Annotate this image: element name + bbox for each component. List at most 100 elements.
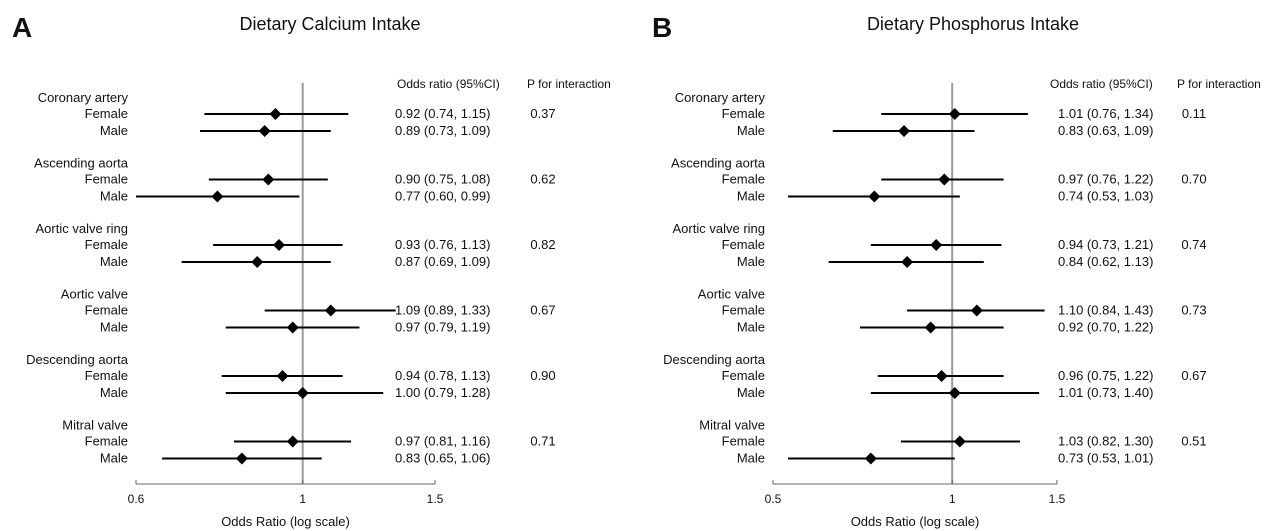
sex-label: Male [737, 451, 765, 466]
odds-ratio-text: 0.97 (0.81, 1.16) [395, 434, 490, 449]
odds-ratio-point [286, 321, 299, 334]
site-label: Ascending aorta [671, 156, 766, 171]
odds-ratio-point [258, 125, 271, 137]
sex-label: Female [722, 434, 765, 449]
odds-ratio-point [251, 256, 264, 268]
site-label: Coronary artery [675, 90, 766, 105]
odds-ratio-point [924, 321, 937, 334]
odds-ratio-point [864, 452, 877, 465]
x-tick-label: 0.6 [128, 492, 145, 506]
p-interaction-value: 0.71 [530, 434, 555, 449]
sex-label: Male [737, 123, 765, 138]
odds-ratio-point [901, 256, 914, 268]
odds-ratio-text: 0.89 (0.73, 1.09) [395, 123, 490, 138]
sex-label: Male [737, 254, 765, 269]
site-label: Descending aorta [26, 352, 129, 367]
p-interaction-value: 0.82 [530, 237, 555, 252]
odds-ratio-point [211, 190, 224, 203]
sex-label: Female [722, 303, 765, 318]
odds-ratio-text: 1.09 (0.89, 1.33) [395, 303, 490, 318]
odds-ratio-text: 1.01 (0.73, 1.40) [1058, 385, 1153, 400]
odds-ratio-point [938, 173, 951, 186]
sex-label: Male [100, 385, 128, 400]
odds-ratio-text: 1.01 (0.76, 1.34) [1058, 106, 1153, 121]
x-tick-label: 1 [949, 492, 956, 506]
sex-label: Male [100, 451, 128, 466]
odds-ratio-point [276, 370, 289, 382]
x-tick-label: 1 [299, 492, 306, 506]
odds-ratio-point [970, 304, 983, 317]
odds-ratio-point [930, 239, 943, 251]
odds-ratio-text: 0.97 (0.76, 1.22) [1058, 172, 1153, 187]
sex-label: Female [722, 237, 765, 252]
odds-ratio-text: 0.87 (0.69, 1.09) [395, 254, 490, 269]
odds-ratio-text: 0.74 (0.53, 1.03) [1058, 189, 1153, 204]
odds-ratio-text: 0.92 (0.70, 1.22) [1058, 320, 1153, 335]
p-interaction-value: 0.70 [1181, 172, 1206, 187]
sex-label: Male [100, 189, 128, 204]
site-label: Aortic valve ring [36, 221, 128, 236]
x-axis-label: Odds Ratio (log scale) [221, 514, 350, 529]
odds-ratio-text: 1.10 (0.84, 1.43) [1058, 303, 1153, 318]
x-tick-label: 1.5 [1049, 492, 1066, 506]
p-interaction-value: 0.67 [1181, 368, 1206, 383]
odds-ratio-point [273, 239, 286, 251]
x-tick-label: 0.5 [765, 492, 782, 506]
sex-label: Female [85, 303, 128, 318]
panel-letter: B [652, 12, 672, 43]
site-label: Mitral valve [699, 418, 765, 433]
odds-ratio-text: 0.83 (0.63, 1.09) [1058, 123, 1153, 138]
odds-ratio-point [898, 125, 911, 137]
site-label: Mitral valve [62, 418, 128, 433]
sex-label: Male [737, 189, 765, 204]
odds-ratio-text: 0.97 (0.79, 1.19) [395, 320, 490, 335]
odds-ratio-point [262, 173, 275, 186]
odds-ratio-text: 0.83 (0.65, 1.06) [395, 451, 490, 466]
sex-label: Male [100, 320, 128, 335]
panel-letter: A [12, 12, 32, 43]
odds-ratio-text: 1.03 (0.82, 1.30) [1058, 434, 1153, 449]
odds-ratio-text: 0.93 (0.76, 1.13) [395, 237, 490, 252]
site-label: Coronary artery [38, 90, 129, 105]
p-interaction-value: 0.51 [1181, 434, 1206, 449]
panel-b: B Dietary Phosphorus Intake Odds ratio (95… [652, 12, 1261, 529]
odds-ratio-point [235, 452, 248, 465]
header-odds-ratio: Odds ratio (95%CI) [1050, 77, 1153, 91]
p-interaction-value: 0.67 [530, 303, 555, 318]
sex-label: Female [85, 237, 128, 252]
odds-ratio-text: 0.77 (0.60, 0.99) [395, 189, 490, 204]
site-label: Aortic valve [61, 287, 128, 302]
site-label: Descending aorta [663, 352, 766, 367]
sex-label: Female [722, 172, 765, 187]
sex-label: Male [100, 123, 128, 138]
odds-ratio-text: 0.73 (0.53, 1.01) [1058, 451, 1153, 466]
p-interaction-value: 0.74 [1181, 237, 1206, 252]
odds-ratio-text: 0.94 (0.78, 1.13) [395, 368, 490, 383]
site-label: Aortic valve ring [673, 221, 765, 236]
odds-ratio-point [324, 304, 337, 317]
p-interaction-value: 0.37 [530, 106, 555, 121]
sex-label: Male [737, 385, 765, 400]
odds-ratio-text: 0.96 (0.75, 1.22) [1058, 368, 1153, 383]
odds-ratio-point [948, 387, 961, 399]
odds-ratio-point [953, 435, 966, 448]
sex-label: Male [100, 254, 128, 269]
odds-ratio-point [935, 370, 948, 382]
header-odds-ratio: Odds ratio (95%CI) [397, 77, 500, 91]
odds-ratio-text: 1.00 (0.79, 1.28) [395, 385, 490, 400]
header-p-interaction: P for interaction [527, 77, 611, 91]
odds-ratio-point [296, 387, 309, 399]
p-interaction-value: 0.62 [530, 172, 555, 187]
odds-ratio-point [948, 108, 961, 120]
odds-ratio-point [269, 108, 282, 120]
odds-ratio-text: 0.90 (0.75, 1.08) [395, 172, 490, 187]
x-tick-label: 1.5 [427, 492, 444, 506]
p-interaction-value: 0.73 [1181, 303, 1206, 318]
odds-ratio-text: 0.92 (0.74, 1.15) [395, 106, 490, 121]
p-interaction-value: 0.11 [1182, 106, 1206, 121]
panel-title: Dietary Calcium Intake [239, 14, 420, 34]
sex-label: Female [85, 434, 128, 449]
sex-label: Female [85, 106, 128, 121]
odds-ratio-text: 0.84 (0.62, 1.13) [1058, 254, 1153, 269]
sex-label: Female [85, 368, 128, 383]
